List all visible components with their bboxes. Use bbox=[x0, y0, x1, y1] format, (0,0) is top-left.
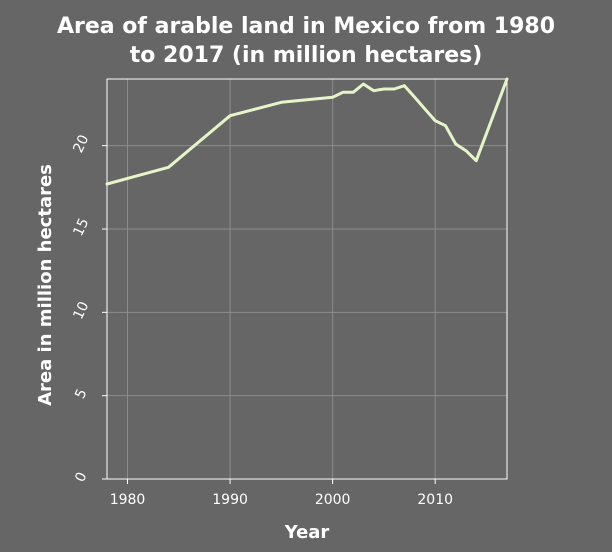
y-tick-label: 15 bbox=[70, 216, 92, 239]
y-tick-label: 10 bbox=[70, 299, 92, 322]
axis-ticks: 1980 1990 2000 2010 0 5 10 15 20 bbox=[70, 133, 453, 508]
x-axis-label: Year bbox=[284, 522, 330, 543]
grid bbox=[107, 79, 507, 479]
x-tick-label: 1980 bbox=[110, 492, 146, 508]
series-line bbox=[105, 77, 509, 186]
chart-title-line-2: to 2017 (in million hectares) bbox=[130, 43, 483, 68]
y-tick-label: 5 bbox=[72, 387, 90, 402]
chart-title-line-1: Area of arable land in Mexico from 1980 bbox=[57, 14, 555, 39]
x-tick-label: 2000 bbox=[315, 492, 351, 508]
x-tick-label: 2010 bbox=[417, 492, 453, 508]
y-axis-label: Area in million hectares bbox=[35, 164, 56, 406]
plot-frame bbox=[106, 78, 508, 480]
x-tick-label: 1990 bbox=[212, 492, 248, 508]
line-series bbox=[105, 77, 509, 186]
y-tick-label: 20 bbox=[70, 133, 92, 156]
y-tick-label: 0 bbox=[72, 470, 90, 485]
